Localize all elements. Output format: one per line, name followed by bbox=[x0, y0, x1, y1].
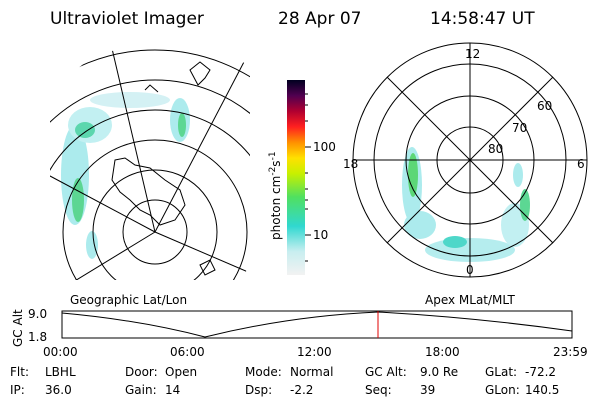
right-label: Apex MLat/MLT bbox=[425, 293, 515, 307]
alt-xtick: 12:00 bbox=[297, 345, 332, 359]
alt-ytick: 9.0 bbox=[28, 307, 47, 321]
field-label: Flt: bbox=[10, 365, 29, 379]
field-value: -2.2 bbox=[290, 383, 313, 397]
field-value: 9.0 Re bbox=[420, 365, 458, 379]
field-label: GC Alt: bbox=[365, 365, 407, 379]
date: 28 Apr 07 bbox=[278, 9, 361, 29]
alt-xtick: 18:00 bbox=[425, 345, 460, 359]
field-label: GLat: bbox=[485, 365, 517, 379]
unit-exp: -1 bbox=[268, 151, 278, 160]
field-label: GLon: bbox=[485, 383, 520, 397]
field-value: 39 bbox=[420, 383, 435, 397]
field-label: Seq: bbox=[365, 383, 392, 397]
field-label: Dsp: bbox=[245, 383, 272, 397]
colorbar-ticks bbox=[305, 93, 311, 262]
field-label: Gain: bbox=[125, 383, 157, 397]
alt-xtick: 00:00 bbox=[43, 345, 78, 359]
mlt-label: 12 bbox=[465, 47, 480, 61]
colorbar-tick: 100 bbox=[313, 140, 336, 154]
mlat-label: 70 bbox=[512, 121, 527, 135]
alt-xtick: 23:59 bbox=[553, 345, 588, 359]
polar-grid bbox=[352, 42, 588, 278]
field-value: 140.5 bbox=[525, 383, 559, 397]
unit-exp: -2 bbox=[268, 167, 278, 176]
colorbar-label: photon cm-2s-1 bbox=[268, 151, 283, 240]
mlat-label: 60 bbox=[537, 99, 552, 113]
alt-xtick: 06:00 bbox=[170, 345, 205, 359]
mlt-label: 6 bbox=[577, 157, 585, 171]
field-value: 36.0 bbox=[45, 383, 72, 397]
field-label: Mode: bbox=[245, 365, 282, 379]
field-label: IP: bbox=[10, 383, 25, 397]
alt-curve bbox=[61, 311, 573, 338]
footer: Flt: LBHL IP: 36.0 Door: Open Gain: 14 Mode: Norm… bbox=[10, 365, 559, 397]
left-label: Geographic Lat/Lon bbox=[70, 293, 187, 307]
geo-map bbox=[50, 42, 255, 280]
time: 14:58:47 UT bbox=[430, 9, 535, 29]
unit: s bbox=[269, 160, 283, 166]
field-label: Door: bbox=[125, 365, 158, 379]
instrument: Ultraviolet Imager bbox=[50, 9, 204, 29]
field-value: -72.2 bbox=[525, 365, 556, 379]
mlt-label: 0 bbox=[466, 263, 474, 277]
colorbar-tick: 10 bbox=[313, 228, 328, 242]
mlat-label: 80 bbox=[488, 142, 503, 156]
field-value: Open bbox=[165, 365, 197, 379]
field-value: Normal bbox=[290, 365, 333, 379]
colorbar bbox=[287, 80, 305, 275]
field-value: LBHL bbox=[45, 365, 76, 379]
alt-axis-label: GC Alt bbox=[11, 309, 25, 347]
mlt-label: 18 bbox=[343, 157, 358, 171]
field-value: 14 bbox=[165, 383, 180, 397]
alt-frame bbox=[61, 310, 573, 339]
unit: photon cm bbox=[269, 176, 283, 240]
alt-ytick: 1.8 bbox=[28, 330, 47, 344]
